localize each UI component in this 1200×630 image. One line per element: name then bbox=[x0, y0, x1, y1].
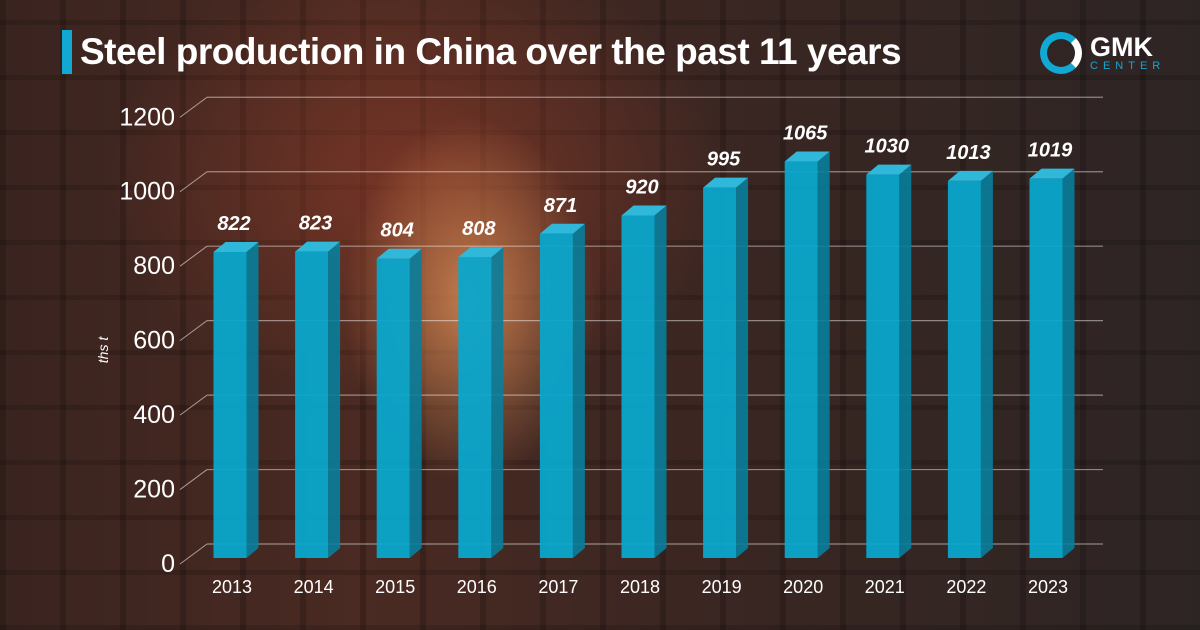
bar-side bbox=[491, 247, 504, 559]
bar-top bbox=[784, 151, 830, 162]
bar bbox=[703, 187, 737, 558]
x-tick-label: 2016 bbox=[457, 577, 497, 597]
chart-title: Steel production in China over the past … bbox=[80, 31, 902, 72]
bar-side bbox=[1062, 168, 1075, 558]
bar bbox=[213, 252, 247, 558]
data-label: 1019 bbox=[1028, 140, 1073, 162]
data-label: 871 bbox=[544, 195, 577, 217]
grid-tick-diagonal bbox=[179, 245, 208, 267]
gmk-center-logo: GMK CENTER bbox=[1040, 32, 1165, 74]
x-tick-label: 2018 bbox=[620, 577, 660, 597]
data-label: 1013 bbox=[946, 142, 991, 164]
x-tick-label: 2017 bbox=[538, 577, 578, 597]
data-label: 822 bbox=[217, 213, 250, 235]
y-tick-label: 1000 bbox=[119, 178, 175, 206]
grid-tick-diagonal bbox=[179, 469, 208, 490]
data-label: 808 bbox=[462, 218, 496, 240]
bar bbox=[866, 174, 900, 558]
data-label: 995 bbox=[707, 149, 741, 171]
title-accent-bar bbox=[62, 30, 72, 74]
data-label: 1065 bbox=[783, 123, 828, 145]
x-tick-label: 2014 bbox=[294, 577, 334, 597]
bar-side bbox=[980, 170, 993, 558]
bar-side bbox=[899, 164, 912, 558]
bar-side bbox=[736, 177, 749, 558]
data-label: 920 bbox=[625, 177, 658, 199]
bar bbox=[621, 215, 655, 558]
bar-top bbox=[703, 177, 749, 188]
bar bbox=[539, 233, 573, 558]
bar-side bbox=[817, 151, 830, 558]
bar-top bbox=[458, 247, 504, 258]
y-tick-label: 600 bbox=[133, 327, 175, 355]
bar-side bbox=[409, 248, 422, 558]
logo-subtext: CENTER bbox=[1090, 60, 1166, 72]
data-label: 823 bbox=[299, 213, 332, 235]
bar-side bbox=[572, 223, 585, 558]
x-tick-label: 2015 bbox=[375, 577, 415, 597]
bar-top bbox=[376, 248, 422, 259]
bar-top bbox=[866, 164, 912, 175]
bar-top bbox=[295, 241, 341, 252]
x-tick-label: 2020 bbox=[783, 577, 823, 597]
bar-top bbox=[947, 170, 993, 181]
bar bbox=[458, 257, 492, 558]
bar bbox=[947, 180, 981, 558]
data-label: 1030 bbox=[865, 136, 910, 158]
y-tick-label: 1200 bbox=[119, 103, 175, 131]
y-tick-label: 400 bbox=[133, 401, 175, 429]
y-tick-label: 0 bbox=[161, 550, 175, 578]
x-tick-label: 2022 bbox=[946, 577, 986, 597]
grid-tick-diagonal bbox=[179, 543, 208, 565]
bar-top bbox=[539, 223, 585, 234]
grid-tick-diagonal bbox=[179, 320, 208, 342]
x-tick-label: 2023 bbox=[1028, 577, 1068, 597]
bar-top bbox=[1029, 168, 1075, 179]
grid-tick-diagonal bbox=[179, 96, 208, 118]
bar bbox=[1029, 178, 1063, 558]
grid-tick-diagonal bbox=[179, 394, 208, 416]
y-tick-label: 200 bbox=[133, 476, 175, 504]
y-axis-label: ths t bbox=[95, 336, 111, 364]
grid-tick-diagonal bbox=[179, 171, 208, 193]
logo-ring-icon bbox=[1040, 32, 1082, 74]
y-tick-label: 800 bbox=[133, 252, 175, 280]
x-tick-label: 2013 bbox=[212, 577, 252, 597]
bar-top bbox=[213, 242, 259, 252]
data-label: 804 bbox=[381, 220, 414, 242]
bar-top bbox=[621, 205, 667, 216]
chart-title-block: Steel production in China over the past … bbox=[62, 30, 902, 74]
x-tick-label: 2019 bbox=[702, 577, 742, 597]
bar bbox=[295, 251, 329, 558]
bar bbox=[784, 161, 818, 558]
x-tick-label: 2021 bbox=[865, 577, 905, 597]
logo-text: GMK bbox=[1090, 32, 1153, 62]
bar-side bbox=[654, 205, 667, 558]
bar bbox=[376, 258, 410, 558]
bar-side bbox=[246, 242, 259, 558]
bar-side bbox=[328, 241, 341, 558]
